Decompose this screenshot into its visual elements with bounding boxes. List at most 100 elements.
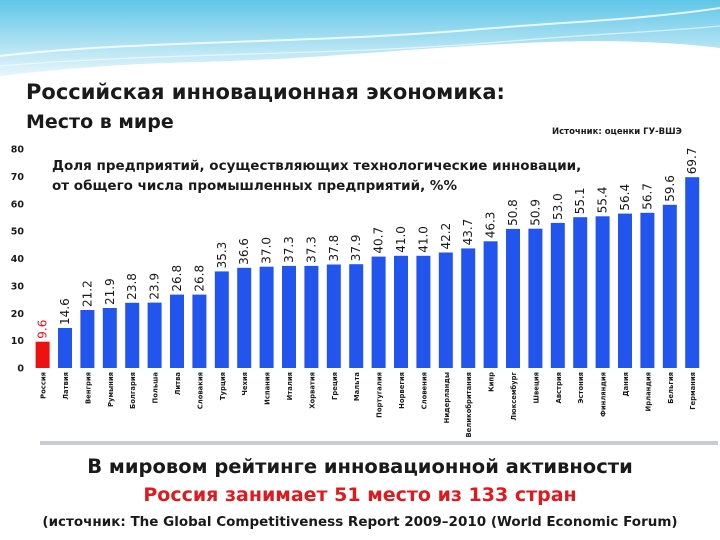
category-label: Ирландия <box>644 372 652 411</box>
y-tick-label: 30 <box>11 281 25 292</box>
bar <box>102 308 117 368</box>
chart-title-line: Доля предприятий, осуществляющих техноло… <box>52 158 581 174</box>
category-label: Греция <box>331 372 339 400</box>
value-label: 46.3 <box>484 212 498 239</box>
bar <box>58 328 72 368</box>
value-label: 35.3 <box>215 242 229 269</box>
bar <box>304 265 319 368</box>
divider <box>40 441 718 445</box>
category-label: Венгрия <box>84 372 92 404</box>
slide-subtitle: Место в мире <box>26 111 174 133</box>
bar <box>214 271 229 368</box>
value-label: 26.8 <box>170 265 184 292</box>
category-label: Польша <box>152 372 160 404</box>
category-label: Чехия <box>241 372 249 396</box>
y-tick-label: 0 <box>17 364 24 375</box>
value-label: 69.7 <box>685 147 699 174</box>
chart-title-line: от общего числа промышленных предприятий… <box>52 178 457 194</box>
innovation-bar-chart: 0 10 20 30 40 50 60 70 80 Доля предприятий, осущ… <box>11 145 700 438</box>
category-label: Дания <box>622 372 630 396</box>
value-label: 37.9 <box>349 234 363 261</box>
footer-source: (источник: The Global Competitiveness Re… <box>42 514 678 530</box>
bar <box>349 264 364 368</box>
value-label: 56.4 <box>618 184 632 211</box>
value-label: 37.8 <box>327 235 341 262</box>
value-label: 21.9 <box>103 278 117 305</box>
bar <box>326 264 341 368</box>
bar <box>371 256 386 368</box>
y-tick-label: 20 <box>11 309 25 320</box>
value-label: 59.6 <box>663 175 677 202</box>
value-label: 55.1 <box>573 187 587 214</box>
category-label: Норвегия <box>398 372 406 409</box>
value-label: 50.9 <box>528 199 542 226</box>
value-label: 23.8 <box>125 273 139 300</box>
source-note: Источник: оценки ГУ-ВШЭ <box>552 127 682 137</box>
bar <box>416 255 431 368</box>
y-tick-label: 10 <box>11 336 25 347</box>
bar <box>35 341 50 368</box>
bar <box>640 212 655 368</box>
slide-title: Российская инновационная экономика: <box>26 80 505 104</box>
bars <box>35 177 700 368</box>
value-label: 41.0 <box>394 226 408 253</box>
bar <box>394 255 408 368</box>
value-label: 53.0 <box>551 193 565 220</box>
bar <box>170 294 184 368</box>
y-tick-label: 40 <box>11 254 25 265</box>
bar <box>662 204 677 368</box>
category-label: Финляндия <box>600 372 608 417</box>
category-label: Турция <box>219 372 227 400</box>
bar <box>237 267 252 368</box>
bar <box>438 252 453 368</box>
bar <box>147 302 162 368</box>
category-label: Кипр <box>488 372 496 392</box>
chart-title: Доля предприятий, осуществляющих техноло… <box>52 158 581 194</box>
footer-rating-heading: В мировом рейтинге инновационной активно… <box>87 455 633 478</box>
y-tick-label: 60 <box>11 199 25 210</box>
category-label: Австрия <box>555 372 563 404</box>
category-label: Литва <box>174 372 182 396</box>
bar <box>461 248 476 368</box>
y-tick-label: 50 <box>11 227 25 238</box>
bar <box>483 241 498 368</box>
value-label: 43.7 <box>461 219 475 246</box>
category-label: Румыния <box>107 372 115 407</box>
value-label: 50.8 <box>506 199 520 226</box>
category-label: Хорватия <box>308 372 316 409</box>
value-label: 37.0 <box>260 237 274 264</box>
category-label: Эстония <box>577 372 585 403</box>
category-label: Швеция <box>532 372 540 403</box>
category-label: Словения <box>420 372 428 409</box>
bar <box>259 266 274 368</box>
bar <box>506 228 520 368</box>
bar <box>80 310 95 368</box>
value-label: 37.3 <box>304 236 318 263</box>
value-label: 37.3 <box>282 236 296 263</box>
category-labels: Россия Латвия Венгрия Румыния Болгария Польша… <box>40 372 698 438</box>
value-label: 26.8 <box>192 265 206 292</box>
bar <box>595 216 610 368</box>
value-label: 14.6 <box>58 298 72 325</box>
value-label: 36.6 <box>237 238 251 265</box>
value-label: 42.2 <box>439 223 453 250</box>
value-label: 23.9 <box>148 273 162 300</box>
bar <box>125 302 140 368</box>
bar <box>282 265 296 368</box>
category-label: Россия <box>40 372 48 399</box>
value-label: 40.7 <box>372 227 386 254</box>
value-label: 41.0 <box>416 226 430 253</box>
value-label: 55.4 <box>596 187 610 214</box>
value-labels: 9.6 14.6 21.2 21.9 23.8 23.9 26.8 26.8 35.3 36.6 3… <box>36 147 700 338</box>
category-label: Нидерланды <box>443 372 451 423</box>
bar <box>550 222 565 368</box>
y-tick-label: 70 <box>11 172 25 183</box>
category-label: Испания <box>264 372 272 405</box>
header-band <box>0 0 720 76</box>
category-label: Латвия <box>62 372 70 400</box>
category-label: Германия <box>689 372 697 410</box>
category-label: Болгария <box>129 372 137 409</box>
category-label: Португалия <box>376 372 384 418</box>
bar <box>528 228 543 368</box>
category-label: Мальта <box>353 372 361 402</box>
